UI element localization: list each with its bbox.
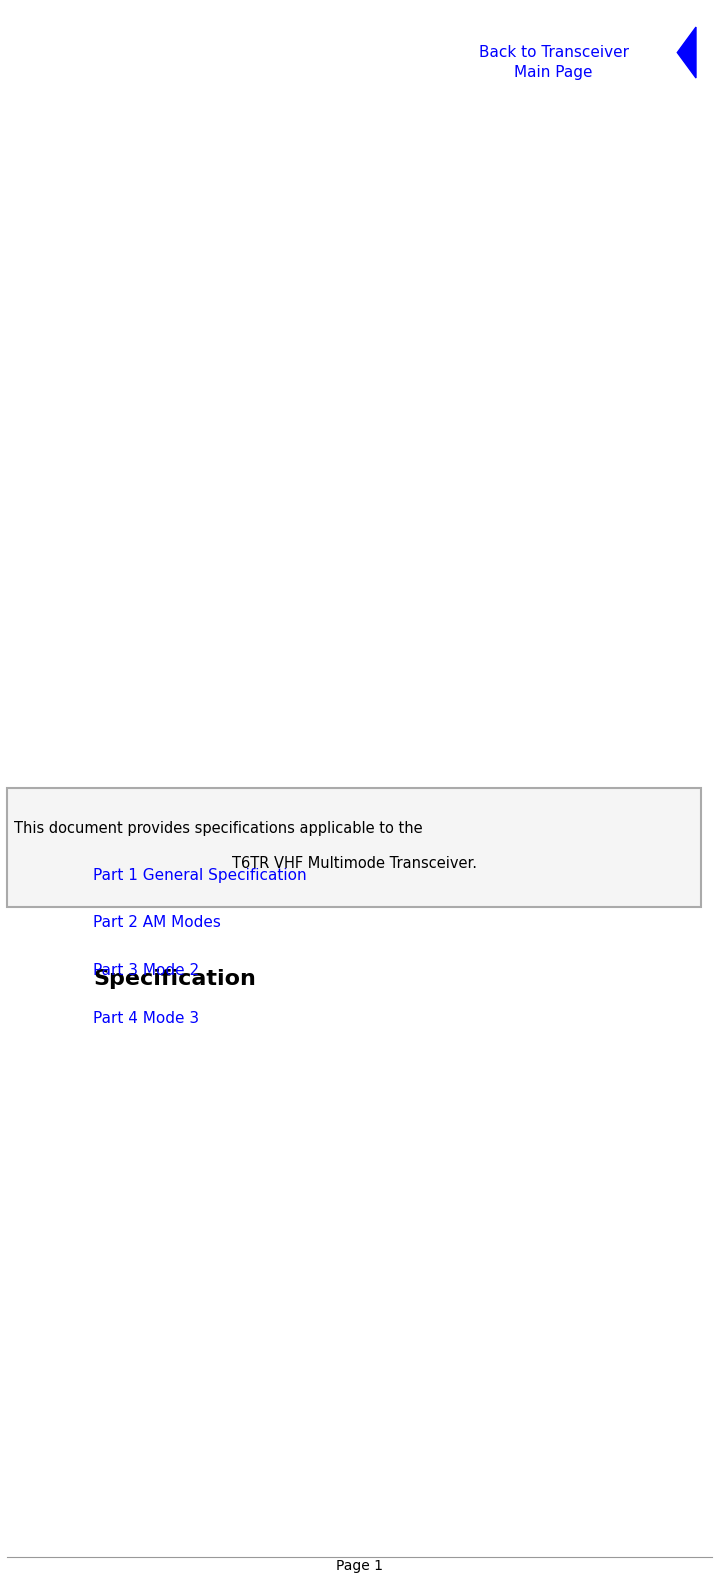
Text: Specification: Specification <box>93 970 257 989</box>
Text: T6TR VHF Multimode Transceiver.: T6TR VHF Multimode Transceiver. <box>232 856 477 871</box>
Text: This document provides specifications applicable to the: This document provides specifications ap… <box>14 821 423 836</box>
Text: Back to Transceiver: Back to Transceiver <box>479 45 628 59</box>
Text: Main Page: Main Page <box>514 65 593 80</box>
Text: Part 2 AM Modes: Part 2 AM Modes <box>93 915 221 930</box>
Text: Part 3 Mode 2: Part 3 Mode 2 <box>93 963 200 977</box>
Text: Part 1 General Specification: Part 1 General Specification <box>93 868 307 882</box>
Text: Part 4 Mode 3: Part 4 Mode 3 <box>93 1011 200 1025</box>
Text: Page 1: Page 1 <box>336 1559 383 1573</box>
FancyBboxPatch shape <box>7 788 701 907</box>
Polygon shape <box>677 27 696 78</box>
